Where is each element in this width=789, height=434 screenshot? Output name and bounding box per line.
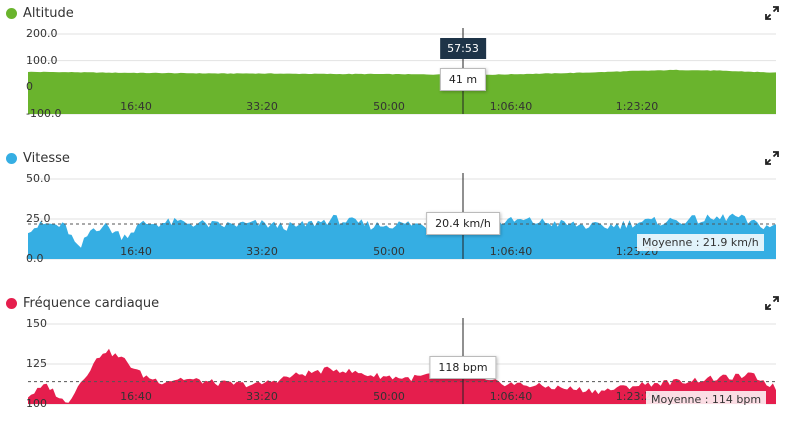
x-tick-label: 33:20 xyxy=(246,245,278,258)
y-tick-label: 50.0 xyxy=(26,172,51,185)
plot-area xyxy=(28,28,776,115)
expand-icon[interactable] xyxy=(765,6,779,20)
chart-frequence-cardiaque: Fréquence cardiaque 150 125 100 16:40 33:20 50… xyxy=(0,294,789,434)
chart-altitude: Altitude 200.0 100.0 0 -100.0 16:40 33:20 50:00… xyxy=(0,4,789,144)
chart-title: Fréquence cardiaque xyxy=(23,295,160,311)
x-tick-label: 1:23:20 xyxy=(615,100,659,113)
plot-area xyxy=(28,173,776,260)
y-tick-label: 100.0 xyxy=(26,53,58,67)
chart-vitesse: Vitesse 50.0 25.0 0.0 16:40 33:20 50:00 1:06:40… xyxy=(0,149,789,289)
cursor-value-tooltip: 20.4 km/h xyxy=(426,212,500,235)
legend-dot-icon xyxy=(6,297,17,309)
cursor-time-tooltip: 57:53 xyxy=(440,38,486,59)
average-label: Moyenne : 114 bpm xyxy=(646,391,767,408)
x-tick-label: 1:06:40 xyxy=(489,245,533,258)
y-tick-label: 100 xyxy=(26,397,47,410)
x-tick-label: 16:40 xyxy=(120,390,152,403)
expand-icon[interactable] xyxy=(765,296,779,310)
chart-title: Altitude xyxy=(23,5,74,21)
x-tick-label: 50:00 xyxy=(373,100,405,113)
x-tick-label: 33:20 xyxy=(246,100,278,113)
cursor-value-tooltip: 118 bpm xyxy=(429,356,497,379)
chart-header: Fréquence cardiaque xyxy=(6,294,159,312)
y-tick-label: 25.0 xyxy=(26,212,51,225)
legend-dot-icon xyxy=(6,152,17,164)
legend-dot-icon xyxy=(6,7,17,19)
x-tick-label: 16:40 xyxy=(120,100,152,113)
chart-header: Vitesse xyxy=(6,149,70,167)
cursor-value-tooltip: 41 m xyxy=(439,68,487,91)
y-tick-label: 200.0 xyxy=(26,27,58,40)
y-tick-label: 150 xyxy=(26,317,47,330)
average-label: Moyenne : 21.9 km/h xyxy=(637,234,764,251)
x-tick-label: 1:06:40 xyxy=(489,100,533,113)
y-tick-label: 0.0 xyxy=(26,252,44,265)
x-tick-label: 16:40 xyxy=(120,245,152,258)
x-tick-label: 1:06:40 xyxy=(489,390,533,403)
data-series-area xyxy=(28,69,776,114)
x-tick-label: 50:00 xyxy=(373,390,405,403)
x-tick-label: 50:00 xyxy=(373,245,405,258)
y-tick-label: 125 xyxy=(26,357,47,370)
x-tick-label: 33:20 xyxy=(246,390,278,403)
data-series-area xyxy=(28,213,776,259)
y-tick-label: -100.0 xyxy=(26,107,62,120)
plot-area xyxy=(28,318,776,405)
chart-header: Altitude xyxy=(6,4,74,22)
expand-icon[interactable] xyxy=(765,151,779,165)
chart-title: Vitesse xyxy=(23,150,70,166)
y-tick-label: 0 xyxy=(26,80,33,94)
data-series-area xyxy=(28,348,776,404)
